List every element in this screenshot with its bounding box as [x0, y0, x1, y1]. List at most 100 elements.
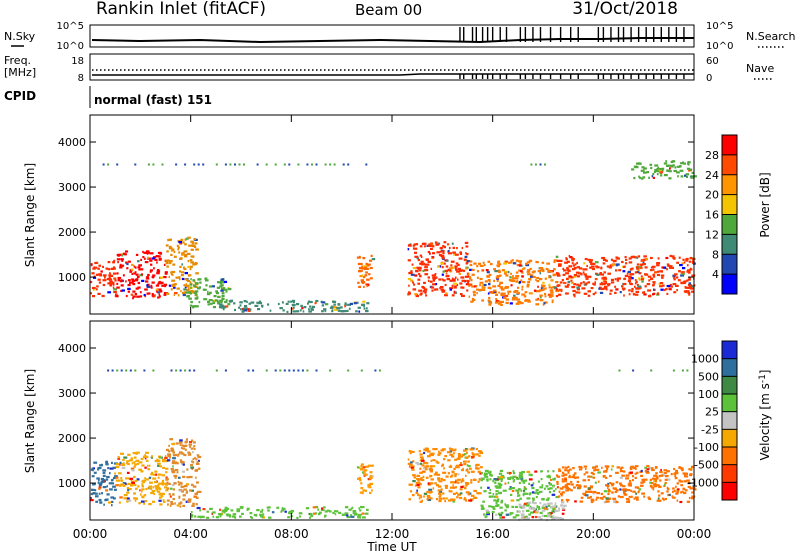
data-cell [587, 290, 591, 293]
data-cell [133, 272, 136, 275]
data-cell [164, 459, 168, 463]
data-cell [432, 283, 436, 286]
data-cell [170, 449, 175, 452]
data-cell [119, 463, 121, 466]
data-cell [189, 259, 193, 262]
data-cell [490, 495, 494, 498]
date-label: 31/Oct/2018 [572, 0, 678, 19]
data-cell [563, 269, 567, 272]
data-cell [133, 461, 136, 464]
data-cell [593, 469, 596, 472]
data-cell [667, 487, 669, 490]
data-cell [424, 468, 428, 471]
data-cell [222, 308, 225, 311]
data-cell [180, 290, 182, 293]
data-cell [173, 255, 177, 258]
data-cell [568, 474, 571, 477]
data-cell [109, 280, 113, 283]
data-cell [156, 489, 159, 492]
data-cell [128, 279, 131, 282]
data-cell [453, 452, 455, 455]
colorbar-tick-label: 1000 [691, 353, 719, 366]
data-cell [653, 483, 657, 486]
data-cell [161, 163, 164, 166]
data-cell [113, 266, 115, 269]
data-cell [368, 486, 372, 489]
data-cell [426, 490, 430, 493]
data-cell [97, 292, 101, 295]
data-cell [507, 271, 510, 274]
data-cell [583, 485, 587, 488]
data-cell [481, 477, 485, 481]
data-cell [167, 454, 171, 458]
data-cell [691, 261, 695, 264]
data-cell [171, 470, 175, 473]
data-cell [141, 483, 144, 486]
data-cell [108, 276, 111, 279]
data-cell [365, 262, 368, 265]
data-cell [193, 238, 197, 241]
data-cell [571, 262, 574, 265]
data-cell [441, 249, 444, 252]
data-cell [550, 270, 553, 273]
data-cell [358, 310, 361, 313]
data-cell [578, 487, 580, 490]
data-cell [463, 449, 467, 452]
data-cell [481, 505, 484, 508]
data-cell [217, 295, 221, 298]
data-cell [143, 369, 146, 372]
nsky-label: N.Sky [4, 30, 36, 43]
data-cell [102, 486, 107, 489]
data-cell [369, 259, 373, 262]
data-cell [158, 482, 162, 485]
data-cell [640, 469, 643, 473]
data-cell [444, 294, 448, 297]
data-cell [462, 460, 467, 463]
data-cell [467, 464, 471, 468]
data-cell [505, 513, 510, 516]
data-cell [106, 493, 110, 496]
data-cell [408, 465, 411, 468]
data-cell [548, 295, 552, 298]
data-cell [691, 175, 695, 178]
data-cell [185, 444, 188, 447]
data-cell [494, 301, 499, 304]
data-cell [133, 265, 136, 268]
data-cell [141, 464, 145, 467]
data-cell [427, 279, 430, 282]
data-cell [184, 448, 187, 451]
data-cell [596, 273, 600, 276]
data-cell [219, 282, 223, 285]
data-cell [172, 460, 175, 463]
data-cell [666, 478, 671, 481]
data-cell [195, 458, 198, 461]
data-cell [504, 270, 508, 273]
data-cell [565, 258, 568, 261]
data-cell [518, 260, 522, 263]
data-cell [541, 506, 545, 509]
data-cell [603, 271, 606, 274]
data-cell [429, 490, 433, 493]
data-cell [324, 303, 329, 306]
data-cell [601, 497, 604, 500]
data-cell [443, 467, 445, 470]
data-cell [417, 479, 420, 482]
data-cell [246, 308, 251, 311]
data-cell [216, 286, 221, 289]
data-cell [558, 469, 562, 473]
data-cell [467, 493, 470, 496]
data-cell [361, 506, 365, 509]
data-cell [151, 294, 154, 297]
data-cell [455, 262, 459, 265]
data-cell [691, 171, 695, 174]
data-cell [652, 284, 655, 287]
data-cell [449, 279, 454, 282]
data-cell [637, 491, 640, 494]
data-cell [672, 164, 675, 167]
data-cell [618, 269, 622, 272]
data-cell [561, 279, 564, 282]
data-cell [515, 277, 519, 280]
data-cell [666, 470, 670, 473]
data-cell [239, 506, 244, 509]
data-cell [228, 300, 231, 303]
